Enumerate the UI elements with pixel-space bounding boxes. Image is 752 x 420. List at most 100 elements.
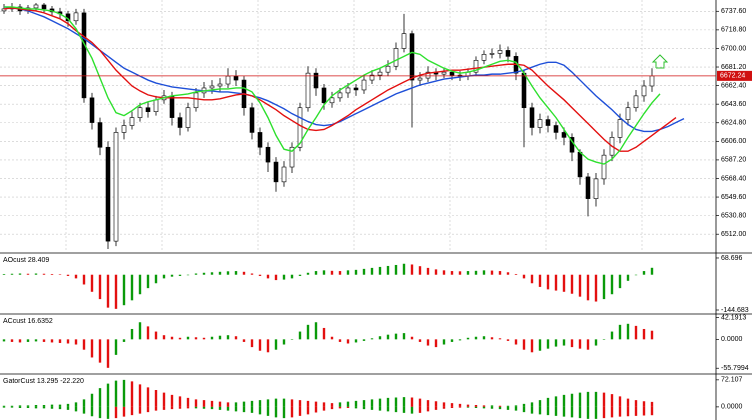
histogram-bar [650,330,654,340]
gator-bar [474,406,478,408]
histogram-bar [426,267,430,275]
gator-bar [170,406,174,410]
gator-bar [178,396,182,407]
histogram-bar [202,337,206,340]
gator-bar [10,406,14,408]
histogram-bar [570,339,574,348]
histogram-bar [314,271,318,275]
candle-body [105,146,111,242]
histogram-bar [18,273,22,275]
gator-bar [434,401,438,407]
histogram-bar [610,331,614,340]
gator-bar [402,406,406,413]
gator-bar [122,379,126,407]
gator-bar [306,400,310,407]
histogram-bar [610,274,614,295]
candle-body [33,4,39,9]
histogram-bar [66,274,70,276]
candle-body [417,77,423,81]
histogram-bar [290,339,294,340]
y-tick-label: 72.107 [721,377,743,384]
gator-bar [458,403,462,407]
gator-bar [514,405,518,407]
gator-bar [282,406,286,419]
gator-bar [42,406,46,409]
histogram-bar [298,331,302,340]
current-price-label: 6672.24 [720,73,745,80]
histogram-bar [426,339,430,346]
gator-bar [266,406,270,416]
gator-bar [250,400,254,407]
gator-bar [450,403,454,407]
histogram-bar [490,337,494,340]
candle-body [361,79,367,91]
candle-body [89,97,95,123]
y-tick-label: 6587.20 [721,157,746,164]
histogram-bar [602,339,606,340]
histogram-bar [106,274,110,308]
histogram-bar [82,339,86,350]
gator-bar [138,406,142,414]
gator-bar [554,396,558,407]
gator-bar [186,397,190,407]
gator-bar [258,406,262,415]
histogram-bar [50,273,54,275]
histogram-bar [338,339,342,342]
gator-bar [34,405,38,407]
panel-title: ACcust 16.6352 [3,318,53,325]
candle-body [233,75,239,81]
gator-bar [250,406,254,413]
histogram-bar [562,274,566,292]
histogram-bar [202,272,206,275]
histogram-bar [258,274,262,276]
gator-bar [594,406,598,419]
gator-bar [530,402,534,407]
histogram-bar [642,271,646,275]
gator-bar [298,400,302,407]
gator-bar [162,392,166,407]
gator-bar [90,393,94,407]
candle-body [449,71,455,76]
candle-body [593,178,599,199]
histogram-bar [114,339,118,355]
histogram-bar [578,274,582,297]
candle-body [369,74,375,81]
histogram-bar [26,273,30,275]
gator-bar [26,405,30,407]
histogram-bar [186,274,190,276]
gator-bar [466,406,470,408]
candle-body [425,71,431,79]
histogram-bar [618,324,622,340]
histogram-bar [170,336,174,340]
histogram-bar [274,339,278,350]
gator-bar [106,383,110,407]
gator-bar [10,405,14,407]
gator-bar [458,406,462,408]
histogram-bar [346,339,350,344]
histogram-bar [450,271,454,275]
candle-body [81,12,87,99]
histogram-bar [618,274,622,289]
candle-body [561,132,567,138]
candle-body [377,71,383,76]
histogram-bar [394,333,398,340]
candle-body [145,107,151,112]
candle-body [473,60,479,73]
histogram-bar [346,270,350,275]
gator-bar [82,406,86,414]
gator-bar [498,406,502,410]
alligator-line [3,7,677,152]
candle-body [193,92,199,109]
histogram-bar [42,273,46,275]
candle-body [337,92,343,99]
gator-bar [650,401,654,407]
gator-bar [354,406,358,409]
gator-bar [138,384,142,407]
gator-bar [178,406,182,409]
histogram-bar [194,273,198,275]
histogram-bar [586,339,590,350]
histogram-bar [498,338,502,340]
gator-bar [578,392,582,407]
candle-body [281,166,287,183]
